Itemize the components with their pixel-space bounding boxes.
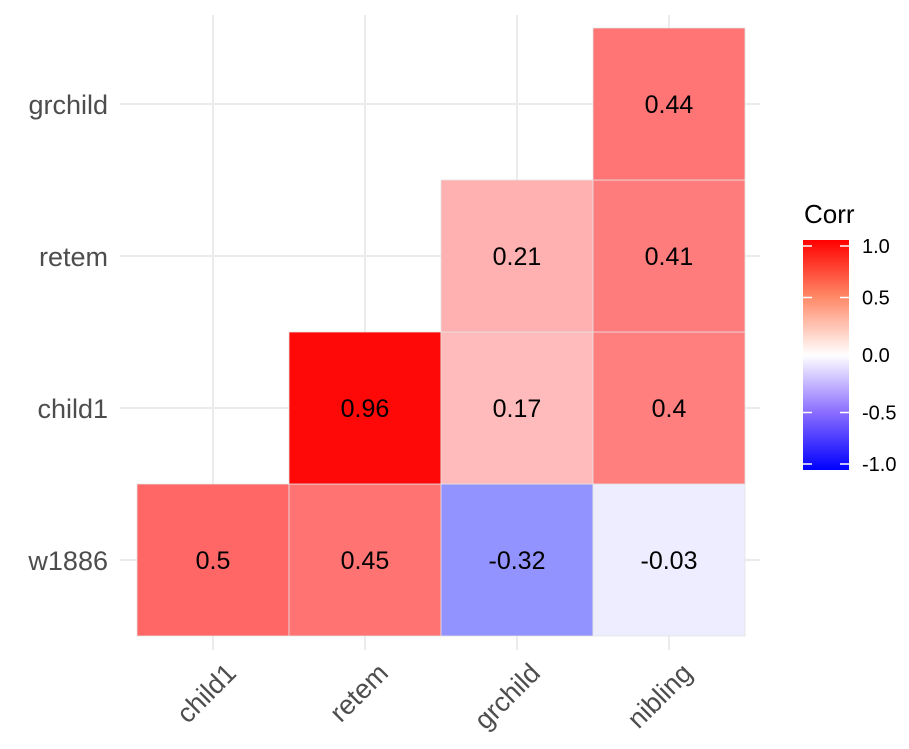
heatmap-cell-grchild-nibling [592,27,746,181]
y-tick-label-retem: retem [39,242,108,272]
cell-value-label: -0.03 [641,547,698,575]
cell-value-label: 0.45 [341,547,390,575]
cell-value-label: 0.41 [645,243,694,271]
cell-value-label: -0.32 [489,547,546,575]
legend-tick-label: 0.0 [862,345,890,367]
heatmap-cell-w1886-retem [288,483,442,637]
x-tick-label-nibling: nibling [622,658,698,734]
legend: Corr 1.0 0.5 0.0 -0.5 -1.0 [803,199,896,476]
heatmap-cells: 0.5 0.45 -0.32 -0.03 0.96 0.17 0.4 0.21 0.41 0.44 [136,27,746,637]
cell-value-label: 0.4 [652,395,687,423]
heatmap-cell-w1886-grchild [440,483,594,637]
cell-value-label: 0.17 [493,395,542,423]
y-tick-label-child1: child1 [37,394,108,424]
legend-tick-label: -0.5 [862,403,896,425]
y-tick-label-w1886: w1886 [27,546,108,576]
legend-tick-label: -1.0 [862,454,896,476]
cell-value-label: 0.21 [493,243,542,271]
heatmap-cell-child1-grchild [440,331,594,485]
x-tick-label-retem: retem [324,658,394,728]
x-tick-label-grchild: grchild [469,658,546,735]
heatmap-cell-retem-grchild [440,179,594,333]
cell-value-label: 0.5 [196,547,231,575]
heatmap-cell-retem-nibling [592,179,746,333]
y-tick-label-grchild: grchild [28,90,108,120]
legend-title: Corr [804,199,855,229]
cell-value-label: 0.96 [341,395,390,423]
legend-tick-label: 1.0 [862,236,890,258]
cell-value-label: 0.44 [645,91,694,119]
heatmap-cell-w1886-nibling [592,483,746,637]
heatmap-cell-w1886-child1 [136,483,290,637]
x-tick-label-child1: child1 [171,658,242,729]
legend-tick-label: 0.5 [862,288,890,310]
